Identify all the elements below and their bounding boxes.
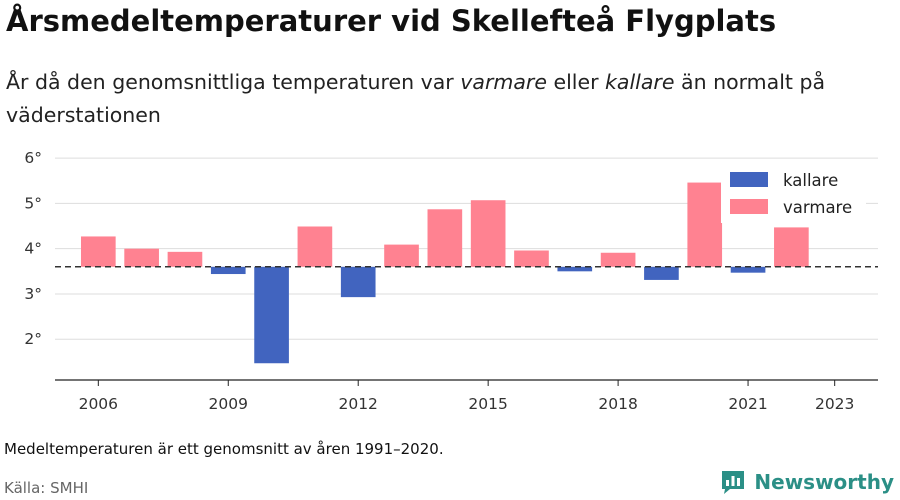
newsworthy-brand: Newsworthy — [720, 469, 894, 495]
bar-2016 — [514, 250, 549, 267]
x-tick-label-2015: 2015 — [468, 395, 507, 413]
bar-2010 — [254, 266, 289, 364]
bar-2006 — [80, 236, 116, 267]
legend-swatch-kallare — [730, 172, 768, 187]
bar-2014 — [427, 209, 463, 267]
bar-2011 — [297, 226, 333, 267]
bar-2021 — [730, 266, 766, 273]
brand-name: Newsworthy — [754, 470, 894, 494]
bar-2015 — [470, 200, 506, 267]
newsworthy-logo-icon — [722, 471, 745, 494]
x-tick-label-2018: 2018 — [598, 395, 637, 413]
bar-2008 — [167, 251, 203, 267]
subtitle-part-2: eller — [546, 70, 606, 94]
x-tick-label-2009: 2009 — [209, 395, 248, 413]
bar-2020 — [687, 182, 723, 267]
bar-2007 — [124, 248, 159, 267]
legend-swatch-varmare — [730, 199, 768, 214]
footnote: Medeltemperaturen är ett genomsnitt av å… — [4, 440, 444, 458]
bar-2013 — [384, 244, 419, 267]
subtitle-part-1: År då den genomsnittliga temperaturen va… — [6, 70, 461, 94]
y-tick-label-3: 3° — [24, 285, 42, 303]
chart-subtitle: År då den genomsnittliga temperaturen va… — [6, 66, 886, 132]
y-tick-label-2: 2° — [24, 330, 42, 348]
bar-2019 — [644, 266, 679, 280]
legend-label-varmare: varmare — [783, 198, 852, 217]
bar-2022 — [774, 227, 809, 267]
subtitle-warm-word: varmare — [460, 70, 547, 94]
y-tick-label-4: 4° — [24, 240, 42, 258]
y-tick-label-6: 6° — [24, 149, 42, 167]
legend-label-kallare: kallare — [783, 171, 838, 190]
subtitle-part-3: än normalt på väderstationen — [6, 70, 826, 127]
chart-title: Årsmedeltemperaturer vid Skellefteå Flyg… — [6, 4, 777, 38]
subtitle-cold-word: kallare — [605, 70, 675, 94]
bar-2017 — [557, 266, 593, 272]
x-tick-label-2021: 2021 — [728, 395, 767, 413]
temperature-chart: 2° 3° 4° 5° 6° 2006 2009 2012 2015 2018 2021 2023 ka… — [24, 149, 878, 413]
bar-2012 — [340, 266, 376, 298]
bar-2009 — [210, 266, 246, 275]
source-text: Källa: SMHI — [4, 479, 89, 497]
y-tick-label-5: 5° — [24, 194, 42, 212]
x-tick-label-2006: 2006 — [79, 395, 118, 413]
x-tick-label-2023: 2023 — [815, 395, 854, 413]
bar-2018 — [600, 252, 636, 267]
x-tick-label-2012: 2012 — [338, 395, 377, 413]
